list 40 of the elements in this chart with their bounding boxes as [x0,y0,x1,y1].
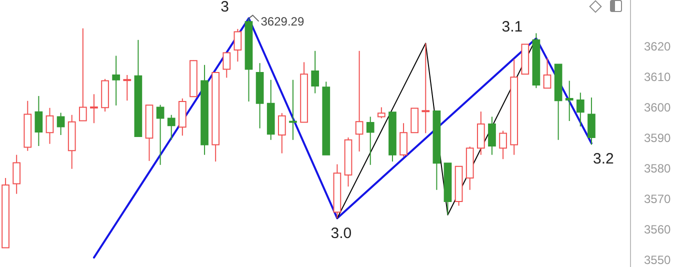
y-tick-label: 3550 [644,252,672,267]
candlestick [78,28,87,122]
candlestick [311,50,320,94]
candlestick [112,55,120,106]
candlestick [167,114,176,140]
candlestick [400,122,408,158]
annotation: 3.0 [330,225,352,242]
candlestick [355,50,364,152]
y-tick-label: 3590 [644,131,672,146]
candlestick [234,28,242,62]
candlestick [90,94,98,124]
candlestick [543,58,552,89]
candlestick [46,107,54,144]
candlestick [289,79,297,140]
candlestick [565,80,574,122]
candlestick [278,112,286,154]
candlestick [588,97,596,146]
y-tick-label: 3610 [644,70,672,84]
candlestick [156,104,164,166]
candlestick [499,130,507,160]
y-tick-label: 3620 [644,40,672,54]
candlestick [422,42,430,134]
candlestick [222,52,231,78]
candlestick [34,96,43,146]
annotation: 3.1 [502,18,523,36]
candlestick [488,116,496,156]
candlestick [56,112,65,136]
candlestick [123,74,132,102]
y-tick-label: 3600 [644,100,672,115]
y-tick-label: 3570 [644,192,672,206]
y-tick-label: 3580 [644,162,672,176]
annotation: 3 [220,0,229,16]
candlestick [366,116,374,166]
annotation: 3.2 [593,150,614,168]
candlestick [377,106,386,119]
y-tick-label: 3560 [644,222,672,237]
line-series [92,17,592,259]
candlestick [576,92,584,127]
annotation: 3629.29 [260,14,304,28]
candlestick [12,154,21,194]
